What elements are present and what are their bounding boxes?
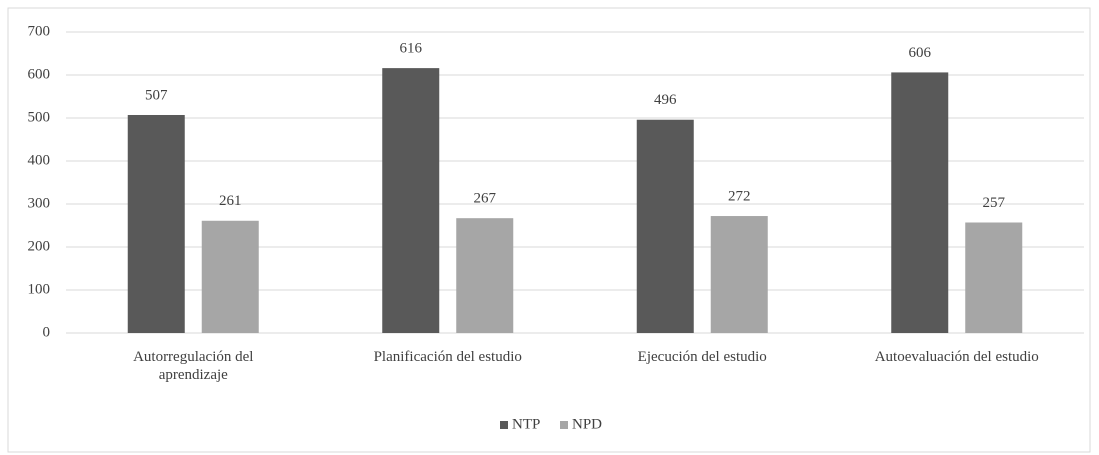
data-label: 267: [474, 191, 497, 207]
legend-swatch: [560, 421, 568, 429]
x-tick-label: Planificación del estudio: [373, 349, 522, 365]
x-tick-label: Autorregulación del aprendizaje: [133, 349, 254, 383]
y-tick-label: 600: [28, 66, 51, 82]
bar: [891, 72, 949, 334]
bar: [965, 222, 1023, 333]
y-tick-label: 200: [28, 238, 51, 254]
legend-swatch: [500, 421, 508, 429]
data-label: 616: [400, 41, 423, 57]
bar: [636, 119, 694, 333]
data-label: 606: [909, 45, 932, 61]
data-label: 507: [145, 87, 168, 103]
bar: [201, 220, 259, 333]
data-label: 261: [219, 193, 242, 209]
y-tick-label: 0: [43, 324, 51, 340]
x-tick-label: Ejecución del estudio: [637, 349, 767, 365]
y-tick-label: 100: [28, 281, 51, 297]
data-label: 272: [728, 188, 751, 204]
bar: [710, 216, 768, 333]
y-tick-label: 500: [28, 109, 51, 125]
y-tick-label: 400: [28, 152, 51, 168]
bar: [382, 68, 440, 334]
x-tick-label: Autoevaluación del estudio: [874, 349, 1039, 365]
bar: [456, 218, 514, 333]
legend-label: NTP: [512, 416, 540, 432]
data-label: 257: [983, 195, 1006, 211]
data-label: 496: [654, 92, 677, 108]
y-tick-label: 300: [28, 195, 51, 211]
y-tick-label: 700: [28, 23, 51, 39]
bar: [127, 114, 185, 334]
legend-label: NPD: [572, 416, 602, 432]
